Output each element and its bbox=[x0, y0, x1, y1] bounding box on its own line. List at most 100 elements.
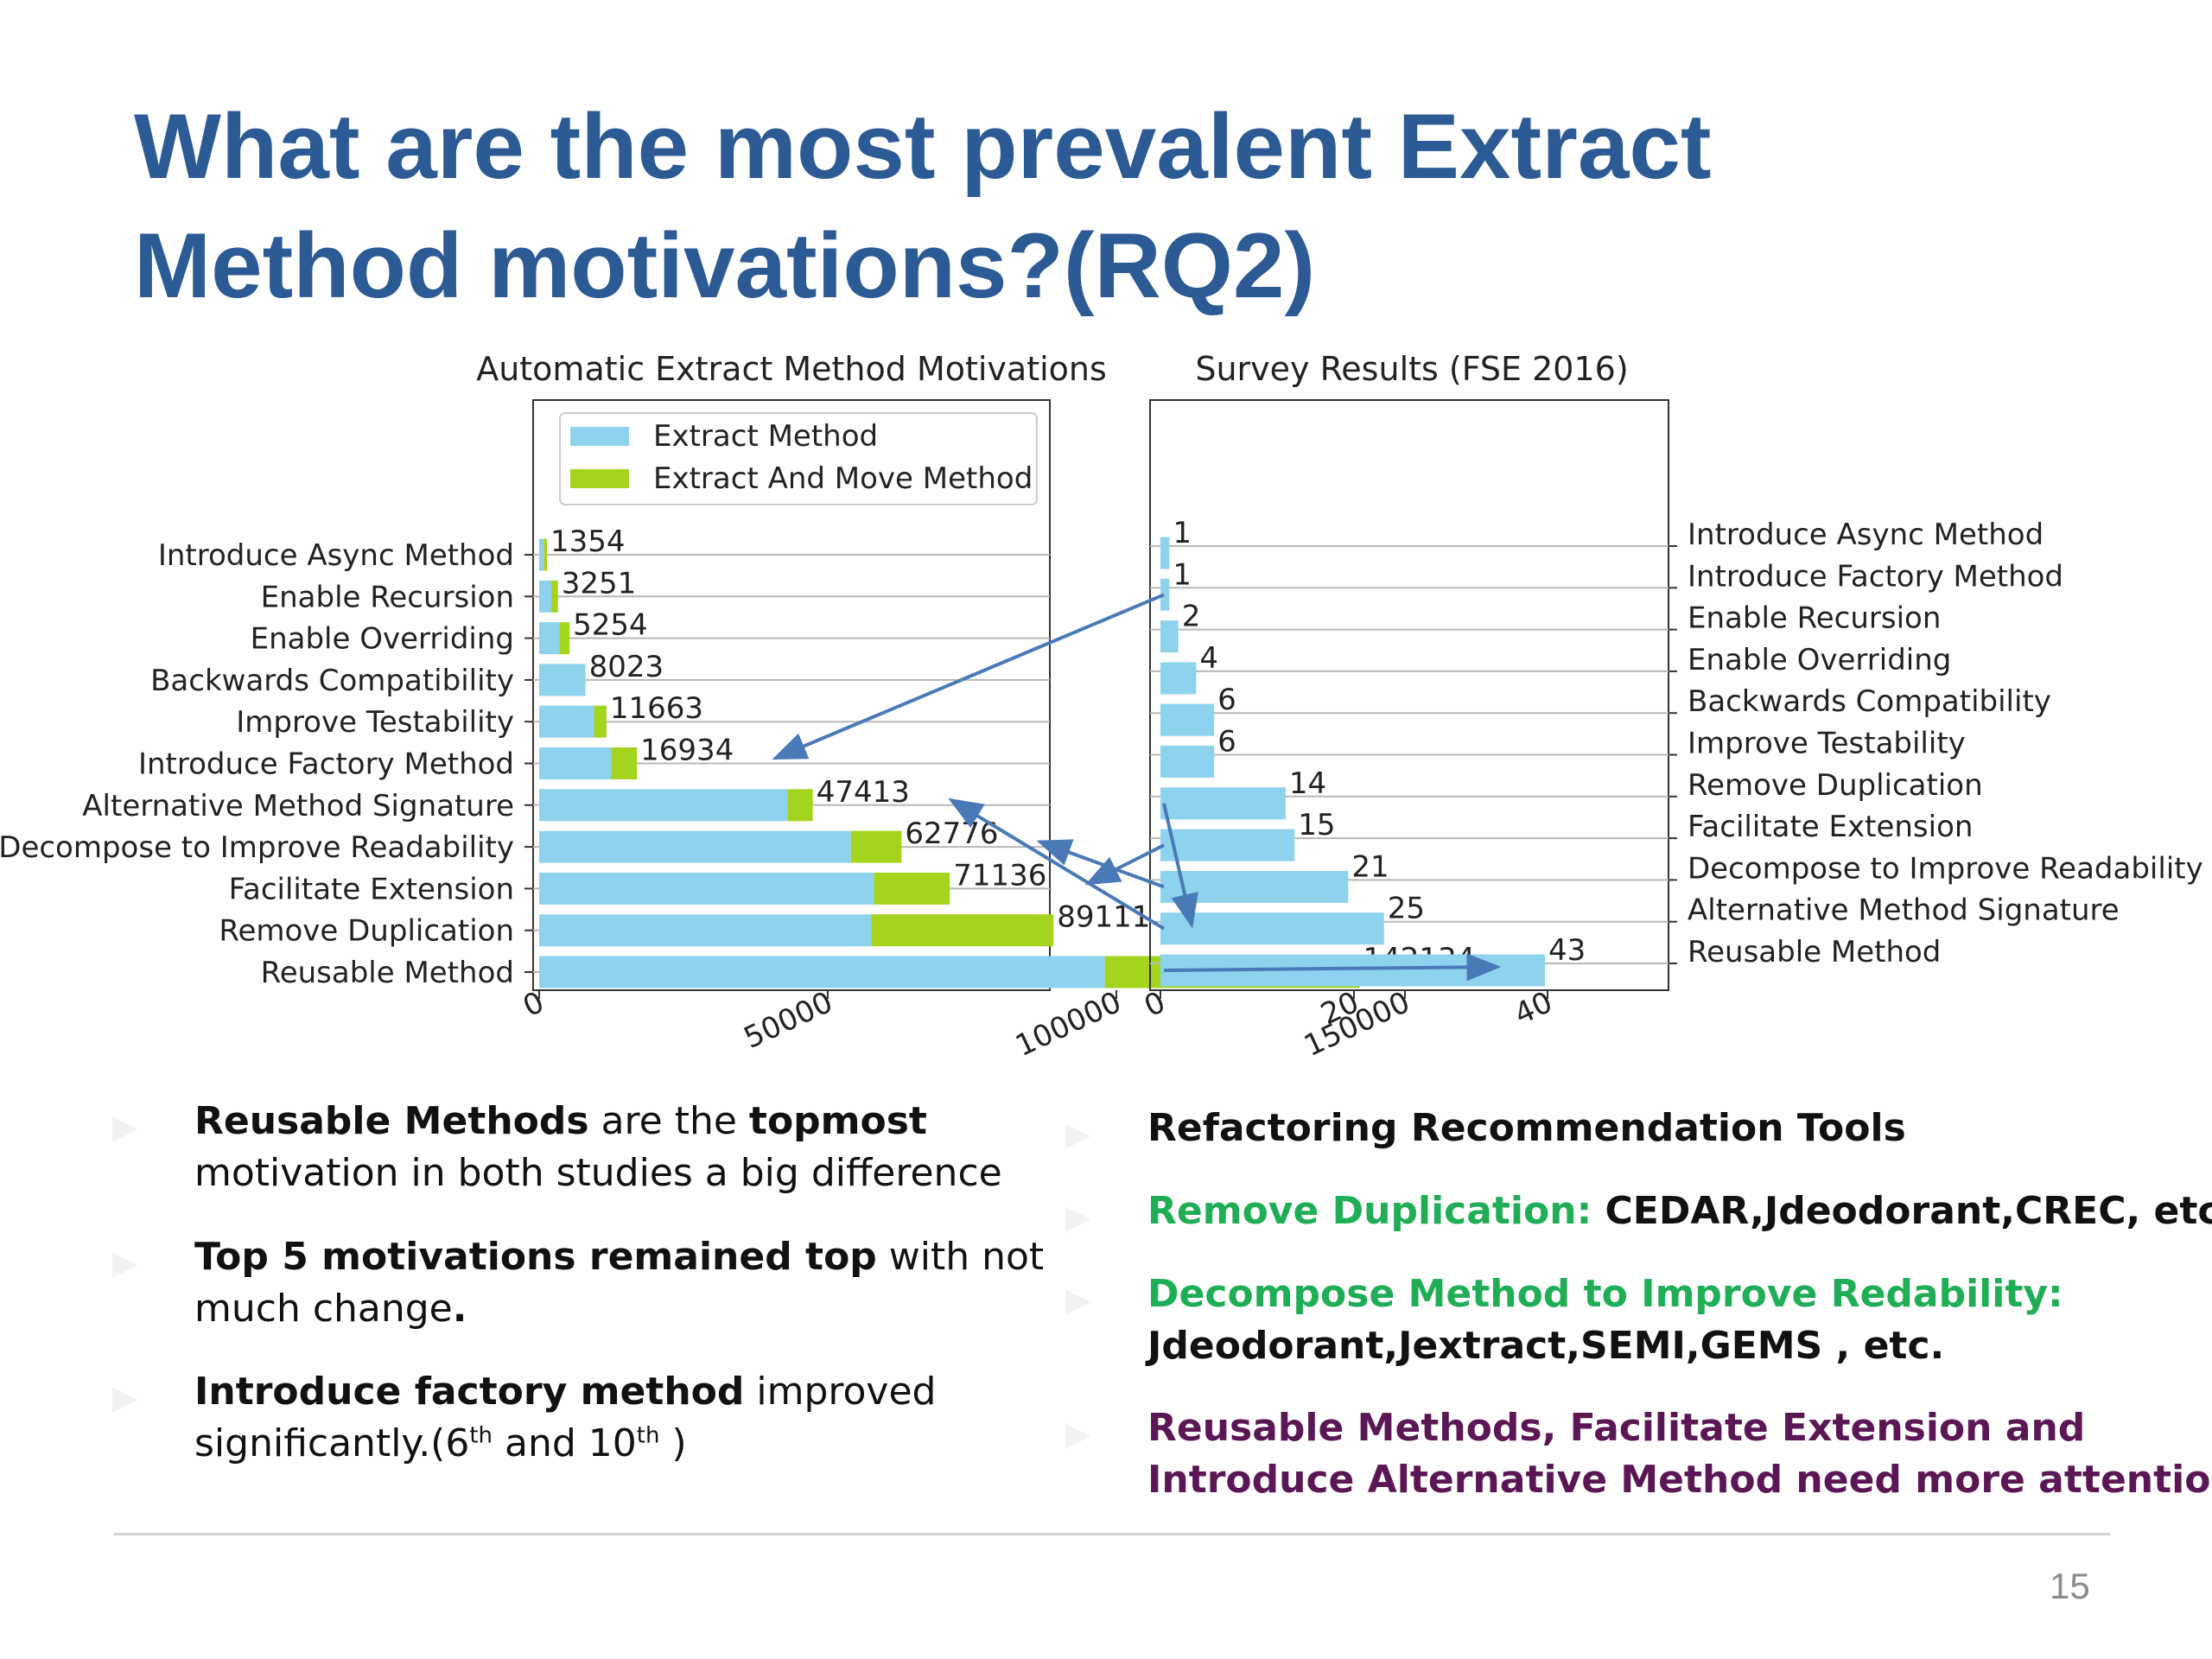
category-label: Introduce Async Method bbox=[158, 538, 514, 573]
right-bullet-3: ▶ Decompose Method to Improve Redability… bbox=[1065, 1268, 2063, 1372]
category-label: Alternative Method Signature bbox=[82, 789, 514, 823]
category-label: Remove Duplication bbox=[1688, 768, 1983, 803]
bullet-text: Reusable Methods bbox=[194, 1099, 589, 1143]
category-label: Facilitate Extension bbox=[1688, 810, 1973, 844]
chart-title: Automatic Extract Method Motivations bbox=[476, 350, 1107, 388]
bar-survey bbox=[1160, 746, 1215, 778]
category-label: Introduce Async Method bbox=[1688, 518, 2044, 552]
bullet-marker: ▶ bbox=[1065, 1115, 1091, 1153]
bullet-marker: ▶ bbox=[1065, 1198, 1091, 1236]
bar-extract-method bbox=[539, 664, 586, 696]
total-label: 71136 bbox=[953, 858, 1046, 893]
category-label: Improve Testability bbox=[1688, 727, 1966, 761]
category-label: Enable Overriding bbox=[251, 622, 514, 657]
total-label: 5254 bbox=[573, 608, 648, 643]
bar-survey bbox=[1160, 787, 1286, 820]
bullet-text: Reusable Methods, Facilitate Extension a… bbox=[1147, 1406, 2086, 1450]
left-bullet-2: ▶ Top 5 motivations remained top with no… bbox=[112, 1231, 1058, 1335]
bullet-marker: ▶ bbox=[112, 1108, 138, 1146]
x-tick-label: 150000 bbox=[1299, 985, 1415, 1064]
ranking-arrows bbox=[772, 593, 1502, 982]
total-label: 47413 bbox=[817, 775, 910, 810]
ranking-arrow bbox=[948, 798, 1166, 931]
legend-label: Extract And Move Method bbox=[653, 461, 1033, 496]
bar-extract-and-move bbox=[543, 538, 548, 571]
category-label: Improve Testability bbox=[236, 705, 514, 740]
category-label: Reusable Method bbox=[1688, 935, 1941, 969]
category-label: Enable Recursion bbox=[261, 580, 514, 614]
x-tick-label: 50000 bbox=[739, 985, 838, 1056]
bar-survey bbox=[1160, 537, 1170, 569]
value-label: 4 bbox=[1199, 641, 1218, 676]
x-tick-label: 100000 bbox=[1010, 985, 1127, 1064]
category-label: Decompose to Improve Readability bbox=[1688, 851, 2203, 886]
bar-extract-and-move bbox=[551, 580, 558, 613]
category-label: Enable Overriding bbox=[1688, 643, 1951, 677]
total-label: 3251 bbox=[562, 566, 637, 601]
bullet-text: Refactoring Recommendation Tools bbox=[1147, 1106, 1906, 1150]
superscript: th bbox=[636, 1422, 660, 1449]
value-label: 25 bbox=[1388, 892, 1425, 926]
bar-extract-method bbox=[539, 914, 872, 947]
total-label: 16934 bbox=[640, 734, 734, 768]
bullet-text: Introduce Alternative Method need more a… bbox=[1147, 1458, 2212, 1502]
bullet-marker: ▶ bbox=[1065, 1281, 1091, 1319]
chart-title: Survey Results (FSE 2016) bbox=[1195, 350, 1628, 388]
total-label: 89111 bbox=[1057, 900, 1150, 935]
value-label: 2 bbox=[1182, 600, 1201, 634]
ranking-arrow bbox=[1036, 839, 1165, 889]
bullet-text: Introduce factory method bbox=[194, 1370, 745, 1414]
bar-survey bbox=[1160, 703, 1215, 736]
left-bullet-1: ▶ Reusable Methods are the topmost motiv… bbox=[112, 1096, 1058, 1199]
legend-swatch bbox=[570, 469, 629, 488]
bar-extract-method bbox=[539, 622, 560, 655]
bullet-text: significantly.(6 bbox=[194, 1421, 470, 1465]
bar-extract-method bbox=[539, 956, 1105, 988]
bar-extract-method bbox=[539, 705, 594, 738]
title-line-1: What are the most prevalent Extract bbox=[134, 94, 1712, 198]
bullet-text: topmost bbox=[748, 1099, 927, 1143]
category-label: Introduce Factory Method bbox=[1688, 559, 2063, 594]
bullet-text: Jdeodorant,Jextract,SEMI,GEMS , etc. bbox=[1147, 1324, 1945, 1368]
page-number: 15 bbox=[2050, 1566, 2090, 1606]
ranking-arrow bbox=[1162, 803, 1198, 929]
category-label: Decompose to Improve Readability bbox=[0, 830, 514, 865]
value-label: 6 bbox=[1217, 725, 1236, 760]
legend-label: Extract Method bbox=[653, 419, 878, 454]
bar-survey bbox=[1160, 912, 1384, 945]
plot-frame bbox=[532, 399, 1051, 991]
right-bullet-1: ▶ Refactoring Recommendation Tools bbox=[1065, 1103, 2012, 1154]
bullet-text: and 10 bbox=[493, 1421, 637, 1465]
bar-extract-and-move bbox=[787, 789, 813, 822]
footer-divider bbox=[114, 1533, 2110, 1535]
bar-extract-and-move bbox=[850, 830, 902, 863]
legend: Extract Method Extract And Move Method bbox=[559, 412, 1038, 505]
category-label: Alternative Method Signature bbox=[1688, 893, 2120, 928]
bar-extract-and-move bbox=[874, 872, 950, 905]
value-label: 43 bbox=[1548, 933, 1586, 968]
bar-survey bbox=[1160, 870, 1349, 903]
value-label: 15 bbox=[1298, 808, 1335, 842]
bar-extract-method bbox=[539, 830, 851, 863]
plot-frame bbox=[1149, 399, 1669, 991]
bullet-text: Top 5 motivations remained top bbox=[194, 1235, 877, 1279]
title-line-2: Method motivations?(RQ2) bbox=[134, 213, 1316, 317]
superscript: th bbox=[469, 1422, 493, 1449]
bar-survey bbox=[1160, 829, 1295, 861]
bullet-label: Decompose Method to Improve Redability: bbox=[1147, 1272, 2063, 1316]
bullet-text: ) bbox=[659, 1421, 687, 1465]
bullet-label: Remove Duplication: bbox=[1147, 1189, 1592, 1233]
bullet-text: improved bbox=[744, 1370, 937, 1414]
bullet-marker: ▶ bbox=[1065, 1414, 1091, 1452]
bullet-marker: ▶ bbox=[112, 1378, 138, 1416]
value-label: 1 bbox=[1173, 516, 1192, 550]
left-bullet-3: ▶ Introduce factory method improved sign… bbox=[112, 1366, 1058, 1470]
category-label: Backwards Compatibility bbox=[1688, 684, 2051, 719]
bullet-text: motivation in both studies a big differe… bbox=[194, 1151, 1002, 1195]
bar-extract-and-move bbox=[559, 622, 570, 655]
bullet-text: CEDAR,Jdeodorant,CREC, etc. bbox=[1592, 1189, 2212, 1233]
ranking-arrow bbox=[1163, 953, 1502, 982]
bar-extract-method bbox=[539, 872, 874, 905]
category-label: Reusable Method bbox=[261, 956, 514, 990]
